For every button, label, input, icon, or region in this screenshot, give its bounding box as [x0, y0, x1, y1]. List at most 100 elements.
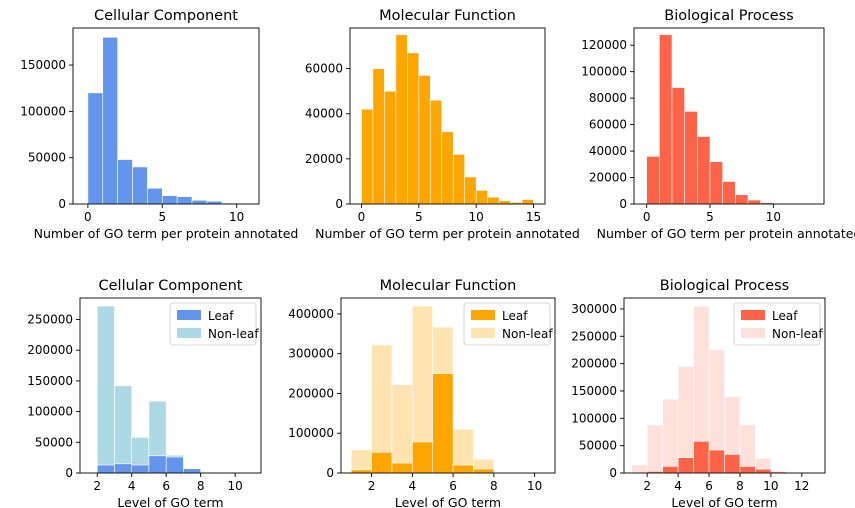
- chart-bp_annot: 0 5 10 0 20000 40000 60000 80000 100000 120000 Bio…: [581, 8, 855, 241]
- bar-series0-bin1: [372, 68, 385, 205]
- bar-series0-bin9: [464, 176, 477, 205]
- bar-series1-bin4: [432, 373, 454, 474]
- bar-series0-bin3: [132, 166, 148, 205]
- legend: Leaf Non-leaf: [733, 302, 823, 346]
- bar-series0-bin2: [384, 90, 397, 205]
- bar-series1-bin1: [114, 463, 133, 474]
- x-tick-label: 10: [469, 210, 484, 224]
- legend: Leaf Non-leaf: [463, 302, 553, 346]
- bar-series1-bin6: [739, 466, 756, 474]
- bar-series0-bin0: [646, 156, 660, 205]
- y-tick-label: 0: [609, 466, 617, 480]
- x-tick-label: 5: [158, 210, 166, 224]
- x-tick-label: 6: [705, 479, 713, 493]
- chart-cc_level: 2 4 6 8 10 0 50000 100000 150000 200000 250000 Cell…: [27, 278, 262, 508]
- x-tick-label: 5: [706, 210, 714, 224]
- bar-series0-bin6: [176, 196, 193, 205]
- y-tick-label: 100000: [571, 411, 617, 425]
- bar-series1-bin3: [693, 440, 710, 474]
- bar-series0-bin5: [709, 161, 723, 205]
- bar-series0-bin3: [677, 366, 694, 474]
- bar-series0-bin5: [418, 75, 431, 205]
- bar-series0-bin6: [429, 99, 443, 205]
- y-tick-label: 0: [326, 466, 334, 480]
- x-tick-label: 0: [358, 210, 366, 224]
- x-tick-label: 8: [736, 479, 744, 493]
- legend-label: Leaf: [502, 309, 528, 323]
- chart-cc_annot: 0 5 10 0 50000 100000 150000 Cellular Component…: [20, 8, 298, 241]
- y-tick-label: 0: [65, 466, 73, 480]
- bar-series1-bin2: [391, 462, 413, 474]
- x-tick-label: 4: [128, 479, 136, 493]
- bar-series1-bin5: [183, 468, 201, 474]
- x-tick-label: 2: [368, 479, 376, 493]
- y-tick-label: 80000: [589, 91, 627, 105]
- bar-series0-bin1: [659, 34, 673, 205]
- y-tick-label: 50000: [35, 435, 73, 449]
- legend-label: Leaf: [208, 309, 234, 323]
- bar-series0-bin7: [191, 199, 208, 205]
- bar-series1-bin3: [148, 455, 167, 474]
- y-tick-label: 120000: [581, 38, 627, 52]
- x-axis-label: Number of GO term per protein annotated: [34, 226, 299, 241]
- y-tick-label: 300000: [571, 302, 617, 316]
- bar-series0-bin2: [671, 87, 685, 205]
- x-tick-label: 8: [197, 479, 205, 493]
- y-tick-label: 50000: [28, 151, 66, 165]
- legend: Leaf Non-leaf: [169, 302, 259, 346]
- x-tick-label: 10: [527, 479, 542, 493]
- x-tick-label: 10: [229, 210, 244, 224]
- bar-series0-bin6: [722, 181, 736, 205]
- bar-series1-bin0: [96, 464, 115, 474]
- bar-series1-bin7: [755, 468, 772, 474]
- y-tick-label: 250000: [571, 329, 617, 343]
- bar-series0-bin2: [662, 398, 679, 474]
- x-tick-label: 10: [766, 210, 781, 224]
- legend-swatch: [177, 310, 201, 320]
- x-tick-label: 4: [674, 479, 682, 493]
- bar-series0-bin0: [361, 108, 374, 205]
- x-tick-label: 2: [93, 479, 101, 493]
- bar-series1-bin2: [677, 457, 694, 474]
- bar-series0-bin8: [452, 154, 466, 205]
- x-tick-label: 10: [763, 479, 778, 493]
- bar-series0-bin0: [631, 464, 648, 474]
- chart-title: Cellular Component: [99, 278, 243, 294]
- bar-series1-bin2: [131, 464, 150, 474]
- plot-frame: [349, 27, 546, 205]
- y-tick-label: 60000: [589, 118, 627, 132]
- bar-series0-bin2: [391, 384, 413, 474]
- bar-series0-bin1: [114, 385, 133, 474]
- x-tick-label: 5: [415, 210, 423, 224]
- bar-series0-bin12: [498, 200, 511, 205]
- bar-series0-bin4: [697, 136, 711, 205]
- x-tick-label: 8: [490, 479, 498, 493]
- bar-series1-bin1: [662, 466, 679, 474]
- bar-series0-bin8: [747, 199, 761, 205]
- bar-series0-bin14: [521, 199, 534, 205]
- x-axis-label: Level of GO term: [671, 495, 777, 508]
- chart-title: Biological Process: [664, 8, 793, 24]
- legend-swatch: [471, 310, 495, 320]
- plot-frame: [79, 297, 262, 474]
- bar-series0-bin7: [441, 131, 454, 205]
- bar-series1-bin5: [724, 454, 741, 474]
- legend-swatch: [741, 328, 765, 338]
- chart-mf_level: 2 4 6 8 10 0 100000 200000 300000 400000 Molecular…: [288, 278, 556, 508]
- x-tick-label: 6: [162, 479, 170, 493]
- y-tick-label: 20000: [305, 152, 343, 166]
- legend-swatch: [471, 328, 495, 338]
- y-tick-label: 400000: [288, 307, 334, 321]
- y-tick-label: 0: [619, 197, 627, 211]
- y-tick-label: 20000: [589, 171, 627, 185]
- y-tick-label: 200000: [27, 343, 73, 357]
- x-axis-label: Number of GO term per protein annotated: [597, 226, 855, 241]
- bar-series0-bin2: [117, 159, 133, 205]
- plot-frame: [340, 297, 556, 474]
- y-tick-label: 150000: [20, 58, 66, 72]
- y-tick-label: 100000: [288, 426, 334, 440]
- plot-frame: [633, 27, 825, 205]
- y-tick-label: 40000: [589, 144, 627, 158]
- legend-label: Leaf: [772, 309, 798, 323]
- x-tick-label: 15: [526, 210, 541, 224]
